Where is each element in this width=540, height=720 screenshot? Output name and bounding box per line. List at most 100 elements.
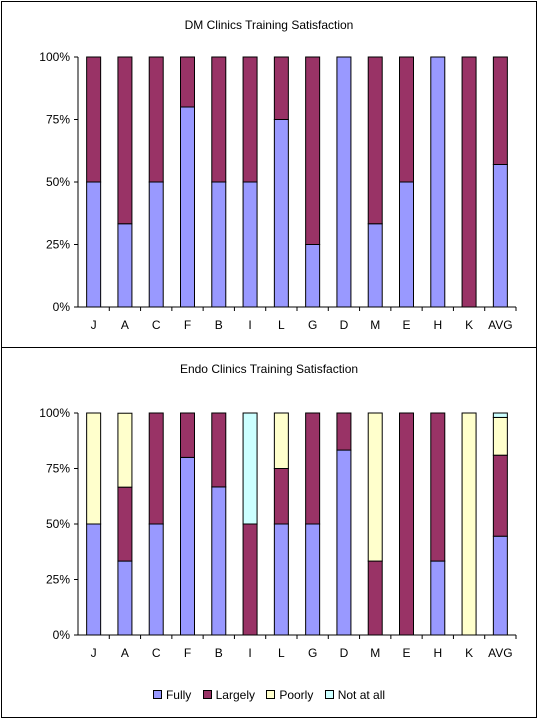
legend-swatch-fully (152, 690, 162, 699)
x-tick-label: E (402, 646, 410, 660)
bar-segment-largely (367, 560, 383, 636)
bar-segment-fully (211, 181, 227, 308)
bar-segment-poorly (117, 412, 133, 488)
chart-legend: Fully Largely Poorly Not at all (2, 688, 536, 702)
y-tick-label: 25% (46, 238, 70, 252)
x-tick-label: M (370, 646, 380, 660)
bar-segment-fully (273, 523, 289, 636)
legend-swatch-not-at-all (324, 690, 334, 699)
bar-segment-largely (180, 412, 195, 458)
bar-segment-largely (492, 56, 508, 165)
bar-segment-poorly (86, 412, 102, 525)
legend-item-fully: Fully (152, 688, 192, 702)
bar-segment-largely (117, 486, 133, 562)
x-tick-label: L (278, 646, 285, 660)
legend-label-not-at-all: Not at all (337, 688, 386, 702)
bar-segment-fully (399, 181, 414, 308)
y-tick-label: 100% (39, 50, 70, 64)
x-tick-label: K (465, 318, 473, 332)
x-tick-label: F (184, 646, 191, 660)
y-tick-label: 0% (53, 628, 71, 642)
x-tick-label: B (215, 318, 223, 332)
bar-segment-fully (180, 456, 195, 636)
y-tick-label: 75% (46, 113, 70, 127)
x-tick-label: H (433, 646, 442, 660)
x-tick-label: AVG (488, 646, 512, 660)
bar-segment-fully (148, 181, 164, 308)
x-tick-label: H (433, 318, 442, 332)
x-tick-label: A (121, 318, 129, 332)
bar-segment-largely (305, 412, 321, 525)
bar-segment-largely (148, 412, 164, 525)
bar-segment-fully (305, 523, 321, 636)
x-tick-label: AVG (488, 318, 512, 332)
bar-segment-poorly (461, 412, 477, 636)
bar-segment-fully (86, 181, 102, 308)
bar-segment-largely (211, 56, 227, 183)
bar-segment-largely (492, 454, 508, 537)
bar-segment-fully (117, 223, 133, 308)
bar-segment-largely (399, 56, 414, 183)
legend-swatch-largely (202, 690, 212, 699)
x-tick-label: M (370, 318, 380, 332)
bar-segment-largely (399, 412, 414, 636)
bar-segment-not-at-all (492, 412, 508, 418)
y-tick-label: 75% (46, 462, 70, 476)
x-tick-label: C (152, 318, 161, 332)
x-tick-label: I (248, 646, 251, 660)
bar-segment-largely (180, 56, 195, 108)
bar-segment-fully (211, 486, 227, 636)
x-tick-label: E (402, 318, 410, 332)
y-tick-label: 100% (39, 406, 70, 420)
bar-segment-fully (336, 56, 352, 308)
bar-segment-largely (273, 56, 289, 120)
legend-label-largely: Largely (215, 688, 255, 702)
x-tick-label: D (340, 318, 349, 332)
bar-segment-largely (242, 523, 258, 636)
legend-swatch-poorly (266, 690, 276, 699)
bar-segment-largely (148, 56, 164, 183)
bar-segment-fully (367, 223, 383, 308)
bar-segment-largely (86, 56, 102, 183)
bar-segment-fully (273, 119, 289, 308)
x-tick-label: F (184, 318, 191, 332)
bar-segment-fully (86, 523, 102, 636)
dm-chart-svg: 0% 25% 50% 75% 100% J A C F B I L G D M E H K AVG (39, 50, 517, 332)
legend-label-fully: Fully (165, 688, 192, 702)
dm-chart-title: DM Clinics Training Satisfaction (184, 18, 354, 32)
x-tick-label: J (91, 646, 97, 660)
legend-item-poorly: Poorly (266, 688, 313, 702)
bar-segment-fully (336, 449, 352, 636)
x-tick-label: K (465, 646, 473, 660)
x-tick-label: G (308, 646, 317, 660)
bar-segment-largely (242, 56, 258, 183)
bar-segment-largely (430, 412, 446, 562)
x-tick-label: C (152, 646, 161, 660)
x-tick-label: G (308, 318, 317, 332)
endo-chart-svg: 0% 25% 50% 75% 100% J A C F B I L G D M E H K AVG (39, 406, 517, 660)
bar-segment-fully (180, 106, 195, 308)
x-tick-label: B (215, 646, 223, 660)
bar-segment-fully (148, 523, 164, 636)
bar-segment-fully (117, 560, 133, 636)
endo-chart-panel: Endo Clinics Training Satisfaction 0% 25%… (1, 347, 537, 718)
bar-segment-largely (461, 56, 477, 308)
bar-segment-largely (305, 56, 321, 245)
bar-segment-poorly (273, 412, 289, 469)
legend-item-largely: Largely (202, 688, 255, 702)
legend-label-poorly: Poorly (279, 688, 314, 702)
x-tick-label: J (91, 318, 97, 332)
x-tick-label: A (121, 646, 129, 660)
bar-segment-largely (336, 412, 352, 451)
x-tick-label: D (340, 646, 349, 660)
y-tick-label: 50% (46, 517, 70, 531)
y-tick-label: 25% (46, 573, 70, 587)
bar-segment-not-at-all (242, 412, 258, 525)
legend-item-not-at-all: Not at all (324, 688, 386, 702)
bar-segment-fully (430, 560, 446, 636)
bar-segment-largely (117, 56, 133, 225)
bar-segment-poorly (492, 416, 508, 456)
dm-chart-panel: DM Clinics Training Satisfaction 0% 25% 50… (1, 1, 537, 348)
y-tick-label: 0% (53, 300, 71, 314)
y-tick-label: 50% (46, 175, 70, 189)
